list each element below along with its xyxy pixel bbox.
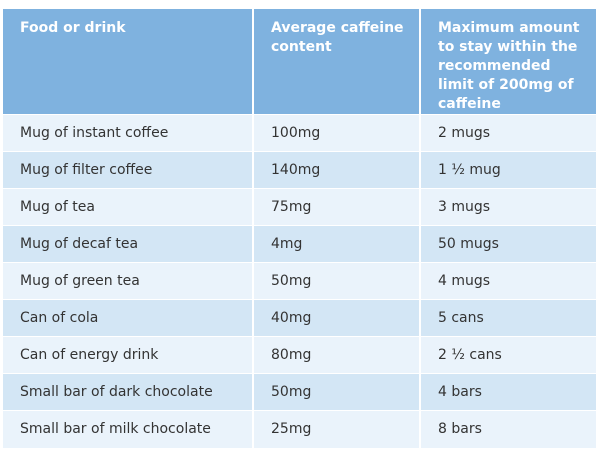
food-cell: Mug of green tea — [3, 262, 254, 300]
food-cell: Can of cola — [3, 299, 254, 337]
header-average-caffeine: Average caffeine content — [253, 9, 421, 115]
table-row: Mug of filter coffee 140mg 1 ½ mug — [3, 151, 596, 189]
max-amount-cell: 2 ½ cans — [420, 336, 596, 374]
table-row: Can of cola 40mg 5 cans — [3, 299, 596, 337]
max-amount-cell: 2 mugs — [420, 114, 596, 152]
caffeine-cell: 80mg — [253, 336, 421, 374]
table-row: Mug of tea 75mg 3 mugs — [3, 188, 596, 226]
caffeine-table: Food or drink Average caffeine content M… — [3, 9, 596, 448]
caffeine-cell: 75mg — [253, 188, 421, 226]
table-row: Mug of green tea 50mg 4 mugs — [3, 262, 596, 300]
caffeine-table-container: Food or drink Average caffeine content M… — [3, 9, 596, 448]
food-cell: Mug of tea — [3, 188, 254, 226]
food-cell: Can of energy drink — [3, 336, 254, 374]
table-row: Small bar of milk chocolate 25mg 8 bars — [3, 410, 596, 448]
caffeine-cell: 50mg — [253, 373, 421, 411]
header-food-or-drink: Food or drink — [3, 9, 254, 115]
caffeine-cell: 140mg — [253, 151, 421, 189]
food-cell: Mug of decaf tea — [3, 225, 254, 263]
max-amount-cell: 8 bars — [420, 410, 596, 448]
caffeine-cell: 40mg — [253, 299, 421, 337]
caffeine-cell: 25mg — [253, 410, 421, 448]
table-row: Mug of decaf tea 4mg 50 mugs — [3, 225, 596, 263]
caffeine-cell: 100mg — [253, 114, 421, 152]
table-header-row: Food or drink Average caffeine content M… — [3, 9, 596, 115]
max-amount-cell: 3 mugs — [420, 188, 596, 226]
caffeine-cell: 50mg — [253, 262, 421, 300]
max-amount-cell: 5 cans — [420, 299, 596, 337]
food-cell: Mug of instant coffee — [3, 114, 254, 152]
food-cell: Mug of filter coffee — [3, 151, 254, 189]
max-amount-cell: 50 mugs — [420, 225, 596, 263]
header-maximum-amount: Maximum amount to stay within the recomm… — [420, 9, 596, 115]
table-row: Mug of instant coffee 100mg 2 mugs — [3, 114, 596, 152]
max-amount-cell: 4 bars — [420, 373, 596, 411]
max-amount-cell: 1 ½ mug — [420, 151, 596, 189]
food-cell: Small bar of milk chocolate — [3, 410, 254, 448]
table-row: Small bar of dark chocolate 50mg 4 bars — [3, 373, 596, 411]
max-amount-cell: 4 mugs — [420, 262, 596, 300]
caffeine-cell: 4mg — [253, 225, 421, 263]
food-cell: Small bar of dark chocolate — [3, 373, 254, 411]
table-row: Can of energy drink 80mg 2 ½ cans — [3, 336, 596, 374]
